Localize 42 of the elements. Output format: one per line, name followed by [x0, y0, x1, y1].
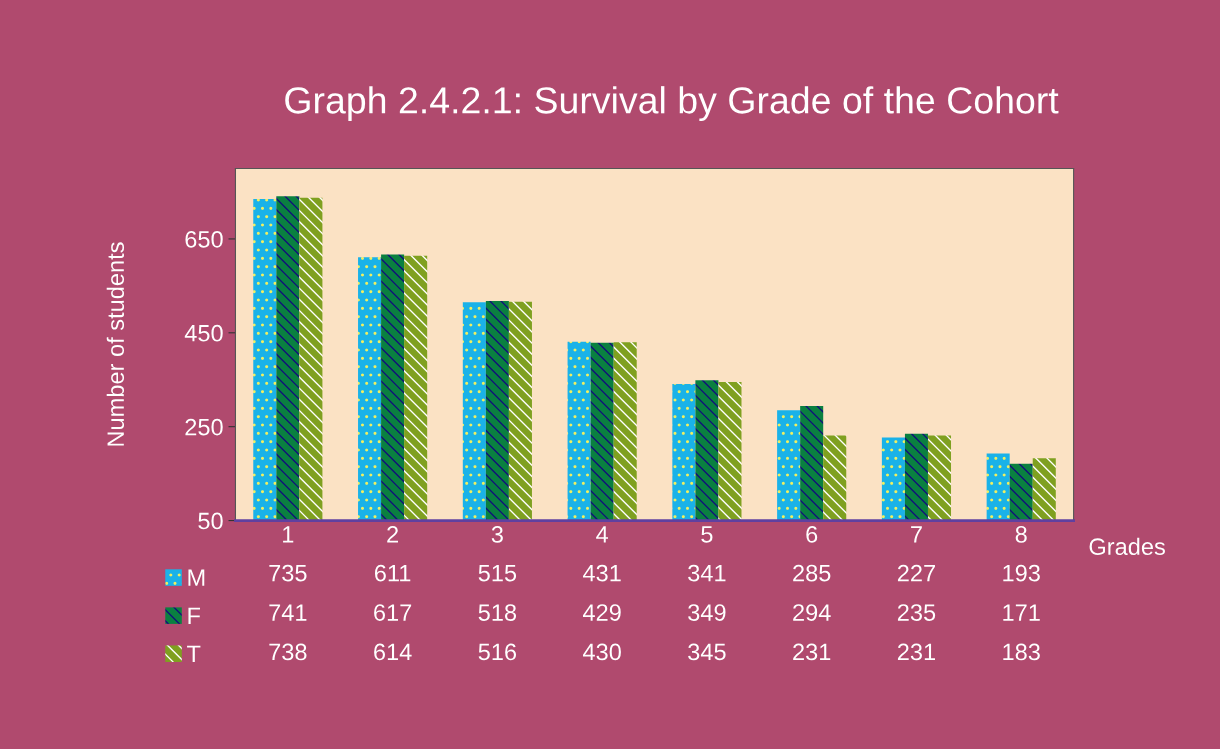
data-label: 231 [793, 643, 831, 661]
y-axis-title: Number of students [106, 242, 125, 446]
data-label: 516 [478, 643, 517, 661]
legend-label: M [188, 569, 205, 586]
data-label: 235 [897, 604, 936, 621]
data-label: 614 [374, 643, 412, 661]
data-label: 341 [688, 564, 726, 582]
data-label: 611 [374, 564, 411, 582]
data-label: 738 [269, 643, 307, 661]
data-label: 617 [374, 604, 412, 621]
data-label: 431 [582, 564, 621, 582]
data-label: 735 [269, 564, 307, 582]
data-label: 193 [1003, 564, 1040, 582]
x-tick-label: 2 [387, 526, 398, 543]
data-label: 345 [688, 643, 726, 661]
x-tick-label: 1 [283, 526, 294, 543]
data-label: 227 [897, 564, 935, 582]
x-axis-title: Grades [1089, 537, 1165, 556]
data-label: 518 [478, 604, 517, 621]
x-tick-label: 8 [1015, 526, 1027, 543]
x-tick-label: 3 [491, 526, 503, 543]
data-label: 515 [478, 564, 517, 582]
data-label: 430 [582, 643, 621, 661]
chart-title: Graph 2.4.2.1: Survival by Grade of the Cohort [285, 86, 1059, 122]
data-label: 231 [897, 643, 935, 661]
y-tick-label: 50 [198, 512, 223, 530]
legend-label: F [188, 607, 201, 624]
y-tick-label: 250 [185, 418, 223, 436]
data-label: 285 [793, 564, 831, 582]
legend-label: T [187, 645, 201, 662]
data-label: 171 [1003, 604, 1040, 621]
data-label: 741 [269, 604, 307, 621]
data-label: 294 [793, 604, 831, 621]
x-tick-label: 6 [806, 526, 818, 543]
y-tick-label: 650 [185, 231, 223, 248]
data-label: 429 [582, 604, 621, 621]
y-tick-label: 450 [184, 324, 223, 342]
data-label: 183 [1003, 643, 1040, 661]
x-tick-label: 4 [596, 526, 609, 543]
data-label: 349 [688, 604, 726, 621]
x-tick-label: 5 [701, 526, 713, 543]
x-tick-label: 7 [911, 526, 922, 543]
